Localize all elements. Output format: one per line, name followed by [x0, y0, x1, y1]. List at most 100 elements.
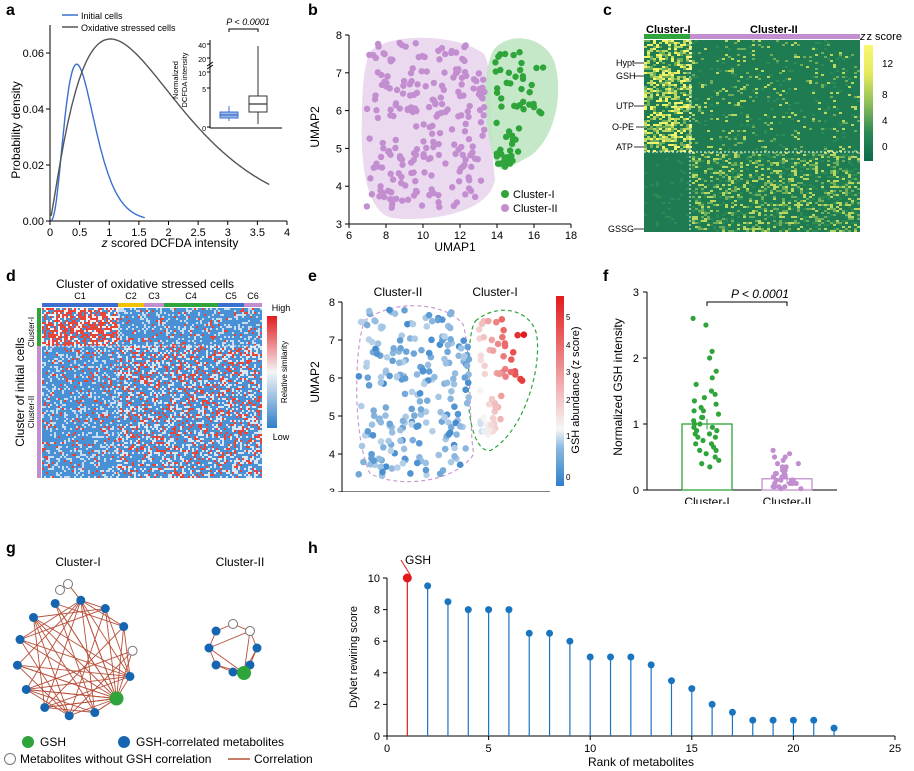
heat-cell [254, 356, 256, 358]
heat-cell [90, 372, 92, 374]
heat-cell [782, 160, 785, 162]
heat-cell [90, 332, 92, 334]
heat-cell [776, 62, 779, 64]
heat-cell [64, 426, 66, 428]
heat-cell [776, 40, 779, 42]
heat-cell [782, 116, 785, 118]
heat-cell [851, 164, 854, 166]
heat-cell [656, 182, 659, 184]
heat-cell [785, 160, 788, 162]
heat-cell [68, 316, 70, 318]
heat-cell [230, 374, 232, 376]
heat-cell [240, 414, 242, 416]
heat-cell [812, 222, 815, 224]
heat-cell [204, 394, 206, 396]
heat-cell [665, 92, 668, 94]
data-point-cluster2 [402, 43, 409, 50]
heat-cell [644, 186, 647, 188]
heat-cell [728, 162, 731, 164]
heat-cell [162, 358, 164, 360]
heat-cell [839, 224, 842, 226]
heat-cell [797, 176, 800, 178]
heat-cell [680, 76, 683, 78]
heat-cell [164, 358, 166, 360]
heat-cell [88, 318, 90, 320]
heat-cell [743, 228, 746, 230]
heat-cell [220, 378, 222, 380]
heat-cell [656, 224, 659, 226]
heat-cell [48, 350, 50, 352]
heat-cell [194, 360, 196, 362]
heat-cell [803, 158, 806, 160]
heat-cell [244, 378, 246, 380]
heat-cell [782, 188, 785, 190]
heat-cell [42, 380, 44, 382]
heat-cell [767, 84, 770, 86]
heat-cell [176, 364, 178, 366]
heat-cell [686, 108, 689, 110]
heat-cell [234, 314, 236, 316]
heat-cell [851, 194, 854, 196]
heat-cell [204, 362, 206, 364]
heat-cell [226, 330, 228, 332]
scale-tick: 8 [882, 90, 888, 101]
heat-cell [656, 54, 659, 56]
heat-cell [190, 334, 192, 336]
heat-cell [848, 186, 851, 188]
heat-cell [803, 220, 806, 222]
heat-cell [779, 180, 782, 182]
heat-cell [656, 184, 659, 186]
heat-cell [220, 416, 222, 418]
heat-cell [236, 360, 238, 362]
heat-cell [740, 92, 743, 94]
heat-cell [206, 424, 208, 426]
heat-cell [836, 164, 839, 166]
heat-cell [830, 96, 833, 98]
heat-cell [132, 352, 134, 354]
heat-cell [683, 88, 686, 90]
heat-cell [100, 340, 102, 342]
heat-cell [176, 398, 178, 400]
heat-cell [196, 352, 198, 354]
heat-cell [797, 158, 800, 160]
heat-cell [66, 308, 68, 310]
heat-cell [56, 340, 58, 342]
heat-cell [46, 342, 48, 344]
heat-cell [234, 362, 236, 364]
data-point-cluster1 [501, 50, 509, 58]
heat-cell [206, 354, 208, 356]
heat-cell [683, 72, 686, 74]
heat-cell [174, 326, 176, 328]
heat-cell [252, 356, 254, 358]
heat-cell [158, 366, 160, 368]
heat-cell [854, 76, 857, 78]
heat-cell [206, 324, 208, 326]
heat-cell [218, 334, 220, 336]
heat-cell [202, 344, 204, 346]
heat-cell [212, 366, 214, 368]
heat-cell [725, 154, 728, 156]
heat-cell [725, 228, 728, 230]
heat-cell [650, 146, 653, 148]
heat-cell [248, 310, 250, 312]
heat-cell [68, 346, 70, 348]
heat-cell [674, 134, 677, 136]
heat-cell [150, 354, 152, 356]
heat-cell [116, 312, 118, 314]
heat-cell [848, 162, 851, 164]
heat-cell [710, 218, 713, 220]
heat-cell [650, 44, 653, 46]
heat-cell [662, 122, 665, 124]
heat-cell [845, 202, 848, 204]
heat-cell [76, 334, 78, 336]
heat-cell [76, 340, 78, 342]
heat-cell [138, 406, 140, 408]
heat-cell [116, 338, 118, 340]
heat-cell [50, 330, 52, 332]
heat-cell [773, 186, 776, 188]
heat-cell [112, 338, 114, 340]
heat-cell [202, 390, 204, 392]
heat-cell [62, 310, 64, 312]
heat-cell [128, 374, 130, 376]
heat-cell [839, 190, 842, 192]
